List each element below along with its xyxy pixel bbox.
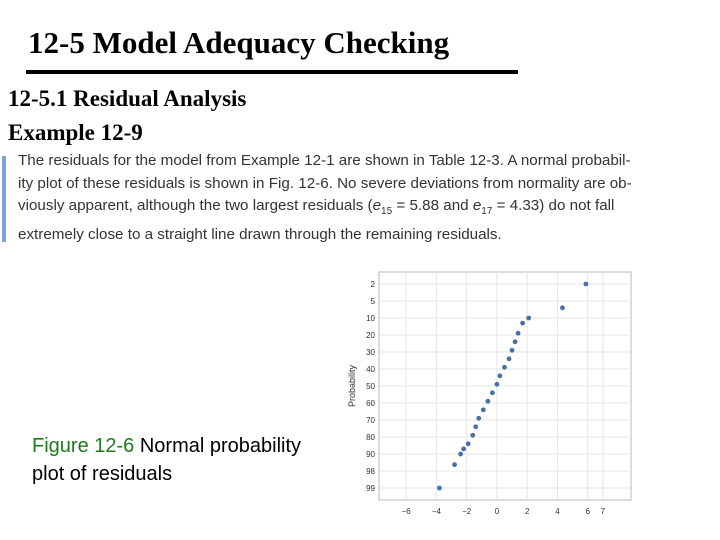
data-point: [437, 485, 442, 491]
data-point: [512, 339, 518, 345]
y-tick-label: 70: [366, 416, 375, 425]
normal-probability-plot: 2 5 10 20 30 40 50 60 70 80 90 98 99 −6 −4 −2 0 2 4 6 7 Pro…: [347, 271, 632, 516]
data-point: [526, 315, 532, 321]
figure-caption: Figure 12-6 Normal probability plot of r…: [32, 432, 332, 488]
section-heading: 12-5.1 Residual Analysis: [8, 86, 247, 111]
e17-symbol: e: [472, 197, 482, 214]
paragraph-line-4: extremely close to a straight line drawn…: [18, 225, 502, 243]
figure-label: Figure 12-6: [32, 435, 135, 457]
data-point: [560, 305, 565, 311]
data-point: [509, 347, 515, 353]
y-tick-label: 90: [366, 450, 375, 459]
e17-value: = 4.33) do not fall: [492, 197, 615, 214]
y-tick-label: 30: [366, 348, 375, 357]
data-point: [480, 407, 486, 413]
x-tick-label: −6: [402, 507, 412, 516]
e15-symbol: e: [372, 197, 382, 214]
data-point: [485, 398, 491, 404]
data-point: [506, 356, 512, 362]
x-tick-label: 0: [495, 507, 500, 516]
y-tick-label: 50: [366, 382, 375, 391]
data-point: [515, 330, 521, 336]
example-paragraph: The residuals for the model from Example…: [18, 150, 718, 246]
data-point: [473, 424, 479, 430]
x-tick-label: 7: [601, 507, 606, 516]
data-point: [520, 320, 526, 326]
slide-title: 12-5 Model Adequacy Checking: [28, 25, 450, 60]
data-point: [494, 381, 500, 387]
x-tick-labels: −6 −4 −2 0 2 4 6 7: [402, 507, 606, 516]
figure-caption-text: Normal probability plot of residuals: [32, 435, 302, 485]
y-tick-label: 99: [366, 484, 375, 493]
e17-subscript: 17: [481, 206, 493, 218]
data-points: [437, 281, 589, 491]
title-underline: [26, 70, 518, 74]
paragraph-line-1: The residuals for the model from Example…: [18, 152, 631, 169]
x-tick-label: 4: [555, 507, 560, 516]
y-tick-label: 2: [371, 280, 376, 289]
data-point: [452, 462, 457, 468]
y-tick-label: 10: [366, 314, 375, 323]
paragraph-line-3-text: viously apparent, although the two large…: [18, 197, 373, 214]
y-tick-label: 98: [366, 467, 375, 476]
y-tick-label: 60: [366, 399, 375, 408]
data-point: [489, 390, 495, 396]
data-point: [497, 373, 503, 379]
x-tick-label: −2: [462, 507, 472, 516]
data-point: [465, 441, 471, 447]
x-tick-label: 2: [525, 507, 530, 516]
quote-bar: [2, 156, 6, 242]
paragraph-line-3: viously apparent, although the two large…: [18, 195, 718, 224]
paragraph-line-2: ity plot of these residuals is shown in …: [18, 174, 632, 192]
y-tick-labels: 2 5 10 20 30 40 50 60 70 80 90 98 99: [366, 280, 375, 493]
y-tick-label: 80: [366, 433, 375, 442]
data-point: [470, 432, 476, 438]
data-point: [458, 451, 464, 457]
data-point: [502, 364, 507, 370]
example-heading: Example 12-9: [8, 120, 143, 145]
x-tick-label: −4: [432, 507, 442, 516]
e15-value: = 5.88 and: [392, 197, 473, 214]
data-point: [461, 446, 467, 452]
data-point: [476, 415, 482, 421]
y-tick-label: 40: [366, 365, 375, 374]
data-point: [583, 281, 589, 287]
y-tick-label: 20: [366, 331, 375, 340]
x-tick-label: 6: [585, 507, 590, 516]
e15-subscript: 15: [381, 206, 393, 218]
grid-lines: [379, 272, 631, 500]
y-axis-label: Probability: [347, 364, 357, 407]
y-tick-label: 5: [371, 297, 376, 306]
